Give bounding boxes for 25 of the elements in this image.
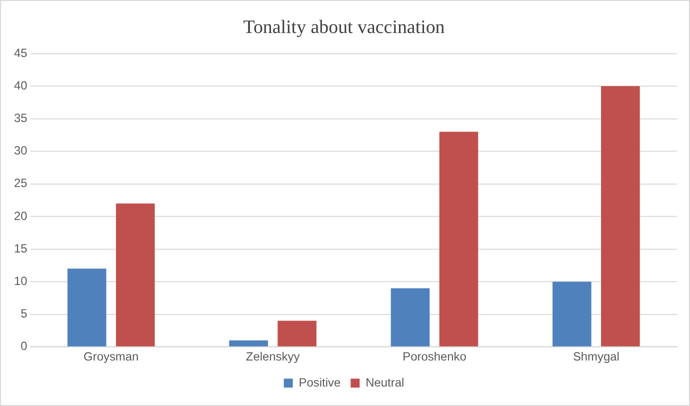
y-tick-label: 0 [20, 339, 28, 354]
y-tick-label: 15 [14, 241, 28, 256]
bar [116, 203, 155, 346]
y-tick-label: 5 [20, 306, 28, 321]
bar [552, 282, 592, 346]
y-tick-label: 45 [14, 46, 28, 60]
x-tick-label: Zelenskyy [246, 349, 300, 364]
bar [229, 340, 268, 346]
y-tick-label: 25 [14, 176, 28, 190]
bar [439, 132, 478, 346]
y-tick-label: 10 [14, 274, 28, 288]
chart-title: Tonality about vaccination [243, 17, 446, 38]
bar [67, 268, 106, 346]
legend-label: Positive [298, 375, 341, 390]
bar [278, 320, 316, 346]
x-tick-label: Groysman [84, 349, 139, 364]
y-tick-label: 30 [14, 144, 28, 158]
bar [390, 288, 430, 346]
x-tick-label: Shmygal [572, 349, 620, 364]
y-tick-label: 35 [14, 111, 28, 126]
y-tick-label: 20 [14, 208, 28, 223]
y-tick-label: 40 [14, 78, 28, 92]
bar [601, 86, 640, 346]
x-tick-label: Poroshenko [402, 349, 467, 364]
legend-label: Neutral [366, 375, 404, 390]
